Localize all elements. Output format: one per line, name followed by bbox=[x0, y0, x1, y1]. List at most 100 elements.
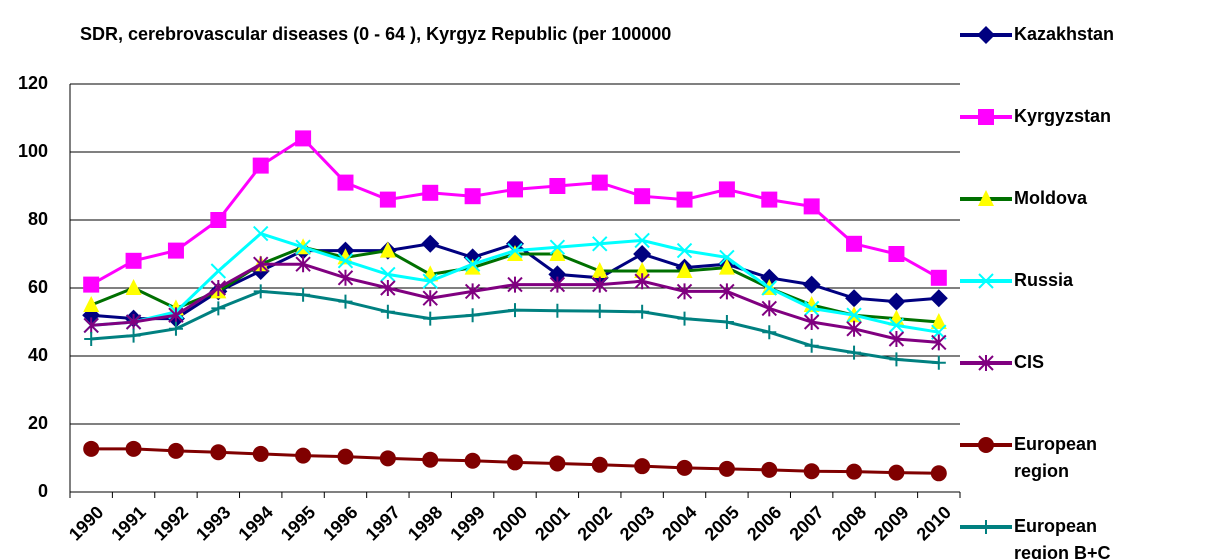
point-marker bbox=[846, 463, 863, 480]
x-tick-label: 2005 bbox=[701, 502, 743, 544]
point-marker bbox=[295, 130, 312, 147]
point-marker bbox=[83, 440, 100, 457]
point-marker bbox=[847, 345, 862, 360]
point-marker bbox=[421, 234, 440, 253]
point-marker bbox=[888, 331, 905, 347]
point-marker bbox=[507, 181, 523, 198]
point-marker bbox=[804, 338, 819, 353]
x-tick-label: 2006 bbox=[743, 502, 785, 544]
x-tick-label: 1999 bbox=[446, 502, 488, 544]
point-marker bbox=[464, 283, 481, 300]
point-marker bbox=[252, 445, 269, 462]
point-marker bbox=[210, 212, 227, 228]
point-marker bbox=[338, 294, 353, 309]
point-marker bbox=[423, 311, 438, 326]
point-marker bbox=[591, 262, 608, 278]
point-marker bbox=[125, 279, 142, 295]
point-marker bbox=[888, 464, 905, 481]
point-marker bbox=[253, 284, 268, 299]
point-marker bbox=[379, 191, 396, 208]
x-tick-label: 1997 bbox=[362, 502, 404, 544]
point-marker bbox=[125, 252, 142, 269]
point-marker bbox=[422, 451, 439, 468]
point-marker bbox=[422, 273, 438, 289]
point-marker bbox=[464, 188, 481, 205]
x-tick-label: 2000 bbox=[489, 502, 531, 544]
point-marker bbox=[888, 317, 905, 334]
point-marker bbox=[211, 301, 226, 316]
point-marker bbox=[464, 452, 481, 469]
point-marker bbox=[337, 269, 354, 286]
point-marker bbox=[210, 444, 227, 461]
point-marker bbox=[676, 283, 693, 300]
x-tick-label: 2003 bbox=[616, 502, 658, 544]
point-marker bbox=[719, 249, 735, 266]
point-marker bbox=[506, 234, 524, 253]
point-marker bbox=[126, 328, 141, 343]
point-marker bbox=[507, 242, 523, 259]
point-marker bbox=[930, 269, 947, 286]
point-marker bbox=[337, 174, 354, 191]
point-marker bbox=[167, 442, 184, 459]
point-marker bbox=[253, 256, 269, 273]
y-tick-label: 80 bbox=[28, 209, 48, 229]
point-marker bbox=[676, 191, 693, 208]
point-marker bbox=[83, 296, 100, 312]
point-marker bbox=[464, 256, 481, 272]
point-marker bbox=[761, 461, 778, 478]
point-marker bbox=[887, 292, 906, 311]
point-marker bbox=[296, 287, 311, 302]
legend-label: Kyrgyzstan bbox=[1014, 106, 1112, 126]
x-tick-label: 2002 bbox=[573, 502, 615, 544]
point-marker bbox=[549, 455, 566, 472]
x-tick-label: 2001 bbox=[531, 502, 573, 544]
point-marker bbox=[888, 246, 905, 262]
x-tick-label: 2004 bbox=[658, 502, 700, 544]
point-marker bbox=[846, 235, 863, 252]
point-marker bbox=[84, 332, 99, 346]
chart-title: SDR, cerebrovascular diseases (0 - 64 ),… bbox=[80, 24, 671, 44]
legend-marker bbox=[977, 26, 995, 44]
point-marker bbox=[507, 454, 523, 471]
point-marker bbox=[761, 300, 777, 317]
point-marker bbox=[676, 262, 693, 278]
point-marker bbox=[549, 178, 566, 194]
x-tick-label: 1990 bbox=[65, 502, 107, 544]
point-marker bbox=[889, 352, 904, 367]
legend-marker bbox=[978, 109, 994, 125]
point-marker bbox=[633, 245, 652, 263]
point-marker bbox=[718, 460, 735, 477]
point-marker bbox=[379, 450, 396, 467]
point-marker bbox=[930, 465, 947, 482]
point-marker bbox=[380, 266, 396, 283]
legend-marker bbox=[978, 437, 994, 453]
legend-marker bbox=[978, 190, 994, 206]
point-marker bbox=[803, 300, 820, 317]
point-marker bbox=[761, 191, 778, 208]
point-marker bbox=[718, 258, 735, 275]
point-marker bbox=[591, 174, 608, 191]
x-tick-label: 1996 bbox=[319, 502, 361, 544]
y-tick-label: 100 bbox=[18, 141, 48, 161]
point-marker bbox=[718, 181, 735, 198]
y-tick-label: 0 bbox=[38, 481, 48, 501]
point-marker bbox=[379, 241, 396, 258]
x-tick-label: 1993 bbox=[192, 502, 234, 544]
point-marker bbox=[549, 245, 566, 261]
point-marker bbox=[635, 304, 650, 319]
legend-label: Russia bbox=[1014, 270, 1074, 290]
point-marker bbox=[634, 273, 650, 290]
point-marker bbox=[634, 188, 651, 205]
point-marker bbox=[422, 184, 439, 201]
legend-label: European region bbox=[1014, 434, 1098, 481]
point-marker bbox=[803, 463, 820, 480]
x-tick-label: 1995 bbox=[277, 502, 319, 544]
x-tick-label: 1991 bbox=[107, 502, 149, 544]
point-marker bbox=[295, 239, 311, 255]
point-marker bbox=[337, 448, 354, 465]
point-marker bbox=[802, 275, 821, 294]
legend-marker bbox=[979, 520, 993, 534]
point-marker bbox=[380, 280, 396, 296]
point-marker bbox=[846, 320, 862, 337]
